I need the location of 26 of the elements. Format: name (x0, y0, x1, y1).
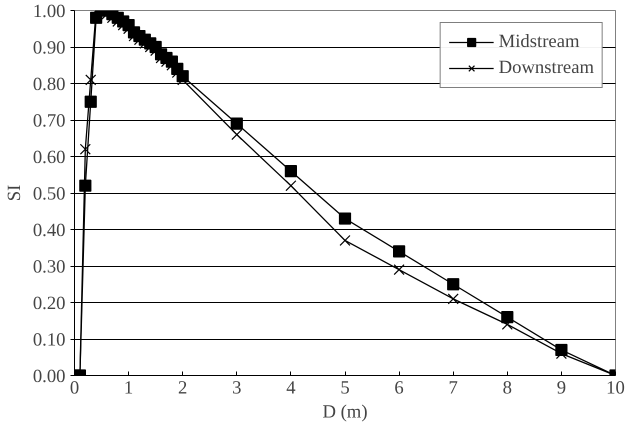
y-tick-label: 0.20 (32, 293, 66, 314)
x-tick-label: 6 (394, 378, 404, 398)
x-tick-label: 3 (232, 378, 242, 398)
x-tick-label: 2 (178, 378, 188, 398)
y-tick-label: 0.40 (32, 220, 66, 241)
y-tick-label: 0.90 (32, 38, 66, 58)
x-tick-label: 4 (286, 378, 296, 398)
legend-label: Downstream (498, 57, 594, 79)
y-tick-label: 0.30 (32, 256, 66, 278)
x-tick-label: 10 (606, 378, 625, 398)
y-tick-label: 0.80 (32, 74, 66, 95)
y-tick-label: 0.60 (32, 147, 66, 168)
x-axis-title: D (m) (322, 402, 368, 422)
x-tick-label: 0 (70, 378, 80, 398)
y-tick-label: 0.70 (32, 110, 66, 132)
x-tick-label: 7 (448, 378, 458, 398)
x-tick-label: 8 (502, 378, 512, 398)
y-tick-label: 0.10 (32, 330, 66, 350)
x-tick-label: 5 (340, 378, 350, 398)
y-axis-title: SI (4, 184, 25, 202)
y-tick-label: 0.50 (32, 184, 66, 204)
x-tick-label: 1 (124, 378, 134, 398)
legend-label: Midstream (498, 31, 580, 53)
y-tick-label: 1.00 (32, 1, 66, 22)
y-tick-label: 0.00 (32, 366, 66, 387)
x-tick-label: 9 (556, 378, 566, 398)
